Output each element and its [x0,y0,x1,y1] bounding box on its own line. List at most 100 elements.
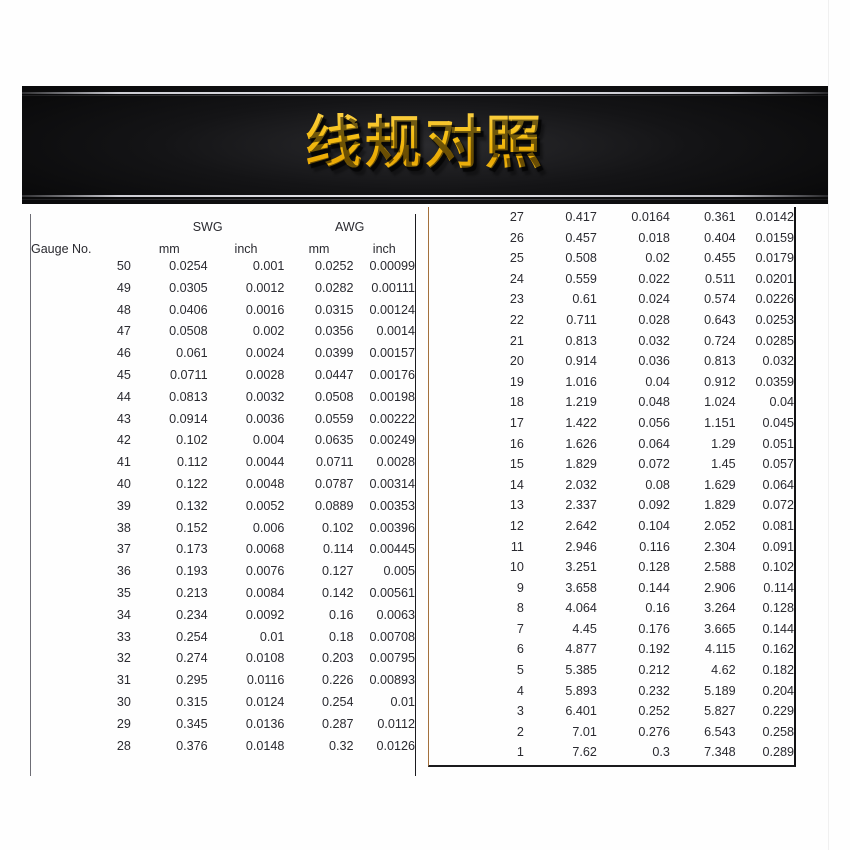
cell-swg-inch: 0.0092 [245,607,285,622]
table-row: 12 2.642 0.104 2.052 0.081 [429,516,794,537]
cell-swg-inch: 0.004 [252,433,285,448]
table-row: 41 0.112 0.0044 0.0711 0.0028 [31,452,415,474]
cell-gauge-no: 26 [509,230,524,245]
cell-gauge-no: 45 [116,367,131,382]
cell-swg-inch: 0.252 [638,704,670,719]
table-row: 18 1.219 0.048 1.024 0.04 [429,392,794,413]
cell-awg-inch: 0.00099 [369,259,415,273]
cell-swg-inch: 0.0076 [245,564,285,579]
cell-awg-mm: 4.62 [711,663,736,678]
banner-top-rule-secondary [22,95,828,96]
cell-swg-mm: 0.0508 [169,324,208,339]
table-row: 48 0.0406 0.0016 0.0315 0.00124 [31,300,415,322]
cell-awg-inch: 0.144 [762,621,794,636]
table-row: 20 0.914 0.036 0.813 0.032 [429,351,794,372]
cell-swg-inch: 0.0044 [245,455,285,470]
cell-swg-inch: 0.192 [638,642,670,657]
cell-awg-mm: 5.827 [704,704,736,719]
table-row: 43 0.0914 0.0036 0.0559 0.00222 [31,409,415,431]
header-gauge-no: Gauge No. [31,242,92,256]
cell-swg-inch: 0.036 [638,354,670,369]
cell-swg-inch: 0.092 [638,498,670,513]
cell-awg-mm: 0.0559 [315,411,354,426]
table-row: 21 0.813 0.032 0.724 0.0285 [429,331,794,352]
cell-awg-mm: 0.813 [704,354,736,369]
cell-swg-mm: 0.711 [566,312,597,327]
cell-swg-inch: 0.0016 [245,302,285,317]
cell-awg-inch: 0.032 [762,354,794,369]
cell-gauge-no: 5 [516,663,524,678]
page-title: 线规对照 [22,108,828,178]
cell-swg-mm: 7.01 [572,724,597,739]
cell-swg-mm: 0.0914 [169,411,208,426]
cell-swg-inch: 0.116 [639,539,670,554]
cell-gauge-no: 3 [516,704,524,719]
cell-swg-mm: 1.219 [565,395,597,410]
cell-awg-mm: 0.0315 [315,302,354,317]
table-row: 38 0.152 0.006 0.102 0.00396 [31,518,415,540]
cell-awg-mm: 6.543 [704,724,736,739]
cell-swg-inch: 0.0012 [245,280,285,295]
cell-awg-inch: 0.00353 [369,498,415,513]
cell-awg-inch: 0.0126 [376,738,415,753]
cell-swg-inch: 0.0084 [245,585,285,600]
cell-awg-inch: 0.0063 [376,607,415,622]
table-row: 36 0.193 0.0076 0.127 0.005 [31,561,415,583]
table-row: 10 3.251 0.128 2.588 0.102 [429,557,794,578]
cell-awg-inch: 0.00445 [369,542,415,557]
cell-awg-mm: 0.0787 [315,476,354,491]
table-row: 47 0.0508 0.002 0.0356 0.0014 [31,321,415,343]
cell-awg-mm: 2.906 [704,580,736,595]
cell-gauge-no: 37 [116,542,131,557]
table-row: 14 2.032 0.08 1.629 0.064 [429,475,794,496]
cell-swg-inch: 0.018 [638,230,670,245]
cell-swg-mm: 0.813 [565,333,597,348]
table-row: 42 0.102 0.004 0.0635 0.00249 [31,430,415,452]
cell-awg-mm: 0.0889 [315,498,354,513]
cell-gauge-no: 41 [116,455,131,470]
cell-swg-mm: 0.345 [176,716,208,731]
cell-swg-inch: 0.16 [645,601,670,616]
cell-awg-inch: 0.00249 [369,433,415,448]
cell-gauge-no: 31 [116,673,131,688]
cell-awg-mm: 0.0508 [315,389,354,404]
table-row: 32 0.274 0.0108 0.203 0.00795 [31,648,415,670]
cell-awg-mm: 0.361 [704,210,736,224]
cell-awg-inch: 0.00176 [369,367,415,382]
cell-swg-mm: 0.0813 [169,389,208,404]
cell-gauge-no: 49 [116,280,131,295]
cell-swg-mm: 2.946 [565,539,597,554]
cell-awg-mm: 0.912 [704,374,736,389]
cell-awg-mm: 0.404 [704,230,736,245]
table-row: 23 0.61 0.024 0.574 0.0226 [429,289,794,310]
cell-gauge-no: 46 [116,346,131,361]
table-row: 26 0.457 0.018 0.404 0.0159 [429,228,794,249]
cell-swg-mm: 0.213 [176,585,208,600]
table-row: 7 4.45 0.176 3.665 0.144 [429,619,794,640]
banner-bottom-rule [22,195,828,197]
cell-awg-mm: 0.226 [322,673,354,688]
cell-awg-inch: 0.045 [762,415,794,430]
table-row: 40 0.122 0.0048 0.0787 0.00314 [31,474,415,496]
cell-gauge-no: 10 [509,560,524,575]
cell-gauge-no: 15 [509,457,524,472]
cell-swg-mm: 6.401 [565,704,597,719]
cell-gauge-no: 29 [116,716,131,731]
cell-awg-inch: 0.0014 [376,324,415,339]
cell-swg-mm: 0.508 [565,251,597,266]
cell-awg-inch: 0.128 [762,601,794,616]
cell-awg-mm: 1.024 [704,395,736,410]
cell-gauge-no: 39 [116,498,131,513]
cell-awg-mm: 0.0635 [315,433,354,448]
cell-gauge-no: 28 [116,738,131,753]
cell-swg-mm: 3.251 [565,560,597,575]
cell-gauge-no: 38 [116,520,131,535]
cell-swg-mm: 0.152 [176,520,208,535]
cell-gauge-no: 50 [116,259,131,273]
cell-awg-inch: 0.00795 [369,651,415,666]
table-row: 45 0.0711 0.0028 0.0447 0.00176 [31,365,415,387]
banner-bottom-rule-secondary [22,199,828,200]
cell-awg-mm: 0.16 [329,607,354,622]
cell-awg-mm: 0.574 [704,292,736,307]
table-row: 24 0.559 0.022 0.511 0.0201 [429,269,794,290]
